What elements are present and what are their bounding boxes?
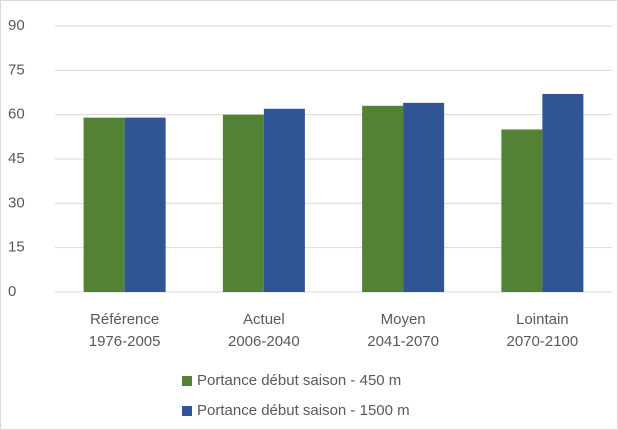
y-tick-label: 45 <box>8 150 25 167</box>
bar <box>222 114 264 293</box>
x-tick-label: 2006-2040 <box>228 333 300 350</box>
x-tick-label: 2070-2100 <box>507 333 579 350</box>
x-tick-label: 2041-2070 <box>367 333 439 350</box>
bar <box>83 117 125 292</box>
y-tick-label: 0 <box>8 283 16 300</box>
bar <box>403 102 445 292</box>
legend-swatch <box>182 406 192 416</box>
x-tick-label: Lointain <box>516 311 569 328</box>
x-tick-label: Moyen <box>381 311 426 328</box>
legend-label: Portance début saison - 1500 m <box>197 402 410 419</box>
x-tick-label: 1976-2005 <box>89 333 161 350</box>
bar <box>124 117 166 292</box>
y-tick-label: 30 <box>8 194 25 211</box>
bar <box>501 129 543 292</box>
bar <box>542 93 584 292</box>
bar <box>362 105 404 292</box>
legend-swatch <box>182 376 192 386</box>
bar <box>263 108 305 292</box>
x-tick-label: Actuel <box>243 311 285 328</box>
y-tick-label: 60 <box>8 106 25 123</box>
y-tick-label: 75 <box>8 61 25 78</box>
x-tick-label: Référence <box>90 311 159 328</box>
legend-label: Portance début saison - 450 m <box>197 372 401 389</box>
y-tick-label: 90 <box>8 17 25 34</box>
y-tick-label: 15 <box>8 239 25 256</box>
